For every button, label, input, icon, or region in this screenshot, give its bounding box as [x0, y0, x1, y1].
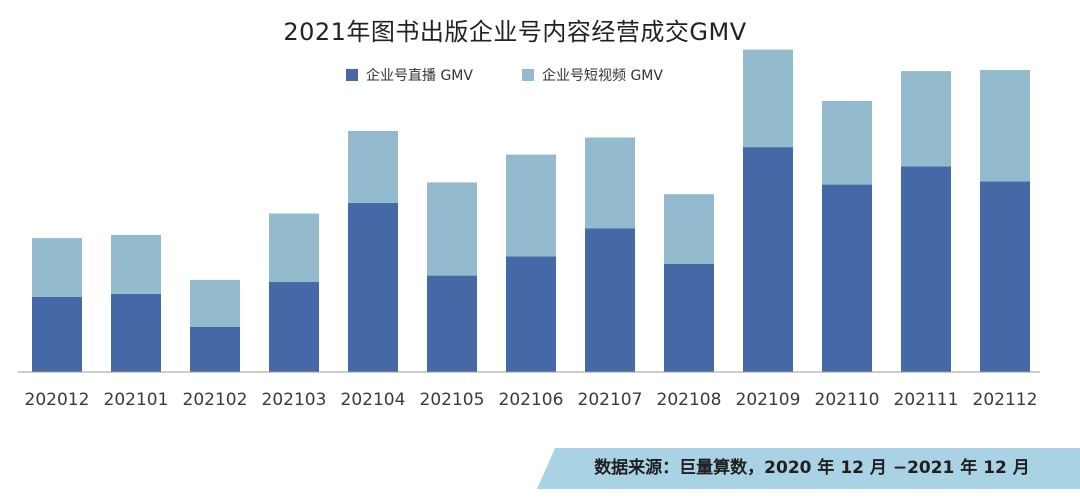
source-text: 数据来源：巨量算数，2020 年 12 月 −2021 年 12 月 [594, 458, 1030, 478]
bar-short-video-202106 [506, 154, 556, 257]
stacked-bar-chart: 企业号直播 GMV 企业号短视频 GMV 202012 202101 202102 20… [18, 49, 1040, 410]
source-banner-background [537, 448, 1080, 489]
x-tick-label: 202107 [578, 390, 643, 410]
bar-short-video-202104 [348, 131, 398, 203]
bar-livestream-202111 [901, 166, 951, 372]
bar-short-video-202107 [585, 137, 635, 229]
bar-short-video-202101 [111, 234, 161, 294]
legend: 企业号直播 GMV 企业号短视频 GMV [346, 67, 663, 84]
bar-livestream-202110 [822, 184, 872, 372]
bars-group [32, 49, 1030, 372]
x-tick-labels: 202012 202101 202102 202103 202104 202105 2021… [25, 390, 1038, 410]
source-banner: 数据来源：巨量算数，2020 年 12 月 −2021 年 12 月 [537, 448, 1080, 489]
bar-short-video-202108 [664, 194, 714, 264]
bar-livestream-202012 [32, 297, 82, 372]
legend-label-short-video: 企业号短视频 GMV [542, 67, 663, 84]
x-tick-label: 202110 [815, 390, 880, 410]
bar-short-video-202102 [190, 279, 240, 327]
bar-livestream-202112 [980, 181, 1030, 372]
bar-livestream-202104 [348, 202, 398, 372]
bar-livestream-202109 [743, 147, 793, 372]
x-tick-label: 202112 [973, 390, 1038, 410]
x-tick-label: 202109 [736, 390, 801, 410]
legend-label-livestream: 企业号直播 GMV [366, 67, 473, 84]
legend-swatch-short-video [522, 69, 534, 81]
bar-livestream-202107 [585, 228, 635, 372]
x-tick-label: 202111 [894, 390, 959, 410]
bar-short-video-202105 [427, 182, 477, 276]
x-tick-label: 202102 [183, 390, 248, 410]
legend-swatch-livestream [346, 69, 358, 81]
bar-short-video-202112 [980, 70, 1030, 182]
bar-short-video-202109 [743, 49, 793, 148]
bar-short-video-202110 [822, 101, 872, 185]
bar-livestream-202106 [506, 256, 556, 372]
chart-title: 2021年图书出版企业号内容经营成交GMV [283, 18, 747, 46]
bar-livestream-202105 [427, 275, 477, 372]
bar-short-video-202103 [269, 213, 319, 282]
x-tick-label: 202101 [104, 390, 169, 410]
bar-short-video-202111 [901, 71, 951, 167]
x-tick-label: 202012 [25, 390, 90, 410]
bar-short-video-202012 [32, 238, 82, 297]
bar-livestream-202108 [664, 263, 714, 372]
bar-livestream-202103 [269, 282, 319, 372]
x-tick-label: 202106 [499, 390, 564, 410]
x-tick-label: 202108 [657, 390, 722, 410]
bar-livestream-202101 [111, 293, 161, 372]
x-tick-label: 202104 [341, 390, 406, 410]
x-tick-label: 202105 [420, 390, 485, 410]
x-tick-label: 202103 [262, 390, 327, 410]
bar-livestream-202102 [190, 327, 240, 372]
